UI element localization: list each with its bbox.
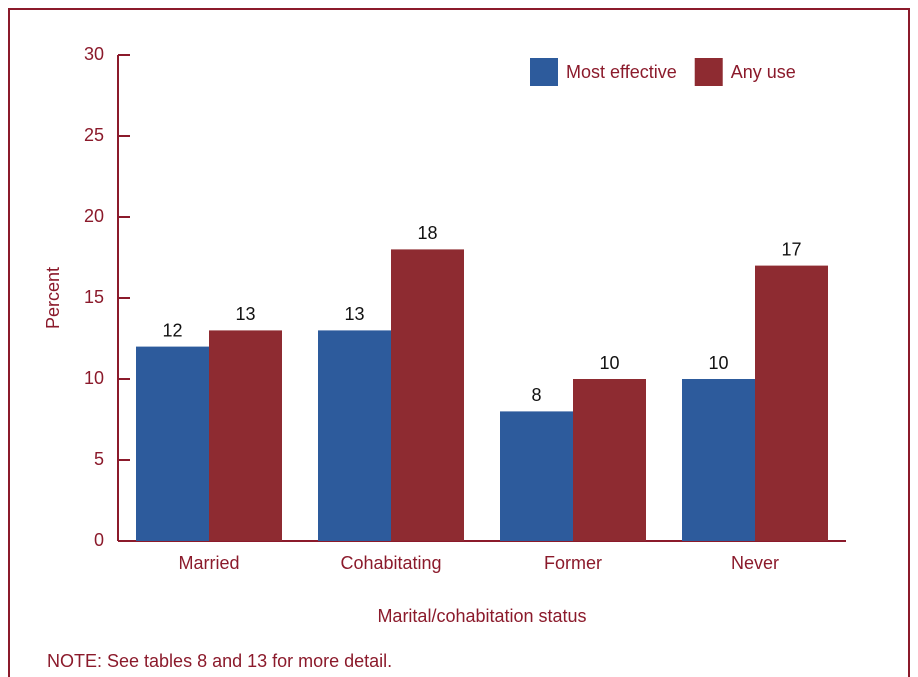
y-tick-label: 25 <box>84 125 104 145</box>
data-label: 10 <box>708 353 728 373</box>
y-tick-label: 0 <box>94 530 104 550</box>
bar <box>682 379 755 541</box>
data-label: 8 <box>531 385 541 405</box>
x-tick-label: Former <box>544 553 602 573</box>
note: NOTE: See tables 8 and 13 for more detai… <box>47 651 392 671</box>
legend-label: Any use <box>731 62 796 82</box>
data-label: 13 <box>344 304 364 324</box>
y-tick-label: 20 <box>84 206 104 226</box>
bar <box>500 411 573 541</box>
data-label: 13 <box>235 304 255 324</box>
bar <box>755 265 828 541</box>
x-axis-label: Marital/cohabitation status <box>377 606 586 626</box>
legend-label: Most effective <box>566 62 677 82</box>
y-tick-label: 15 <box>84 287 104 307</box>
bar <box>573 379 646 541</box>
x-tick-label: Married <box>178 553 239 573</box>
legend-swatch <box>530 58 558 86</box>
x-tick-label: Cohabitating <box>340 553 441 573</box>
legend-swatch <box>694 58 723 86</box>
y-axis-label: Percent <box>43 267 63 329</box>
data-label: 12 <box>162 320 182 340</box>
bar <box>209 330 282 541</box>
frame <box>8 8 910 677</box>
bar <box>391 249 464 541</box>
data-label: 18 <box>417 223 437 243</box>
data-label: 17 <box>781 239 801 259</box>
bar <box>136 346 209 541</box>
y-tick-label: 10 <box>84 368 104 388</box>
bar <box>318 330 391 541</box>
y-tick-label: 5 <box>94 449 104 469</box>
data-label: 10 <box>599 353 619 373</box>
x-tick-label: Never <box>731 553 779 573</box>
y-tick-label: 30 <box>84 44 104 64</box>
